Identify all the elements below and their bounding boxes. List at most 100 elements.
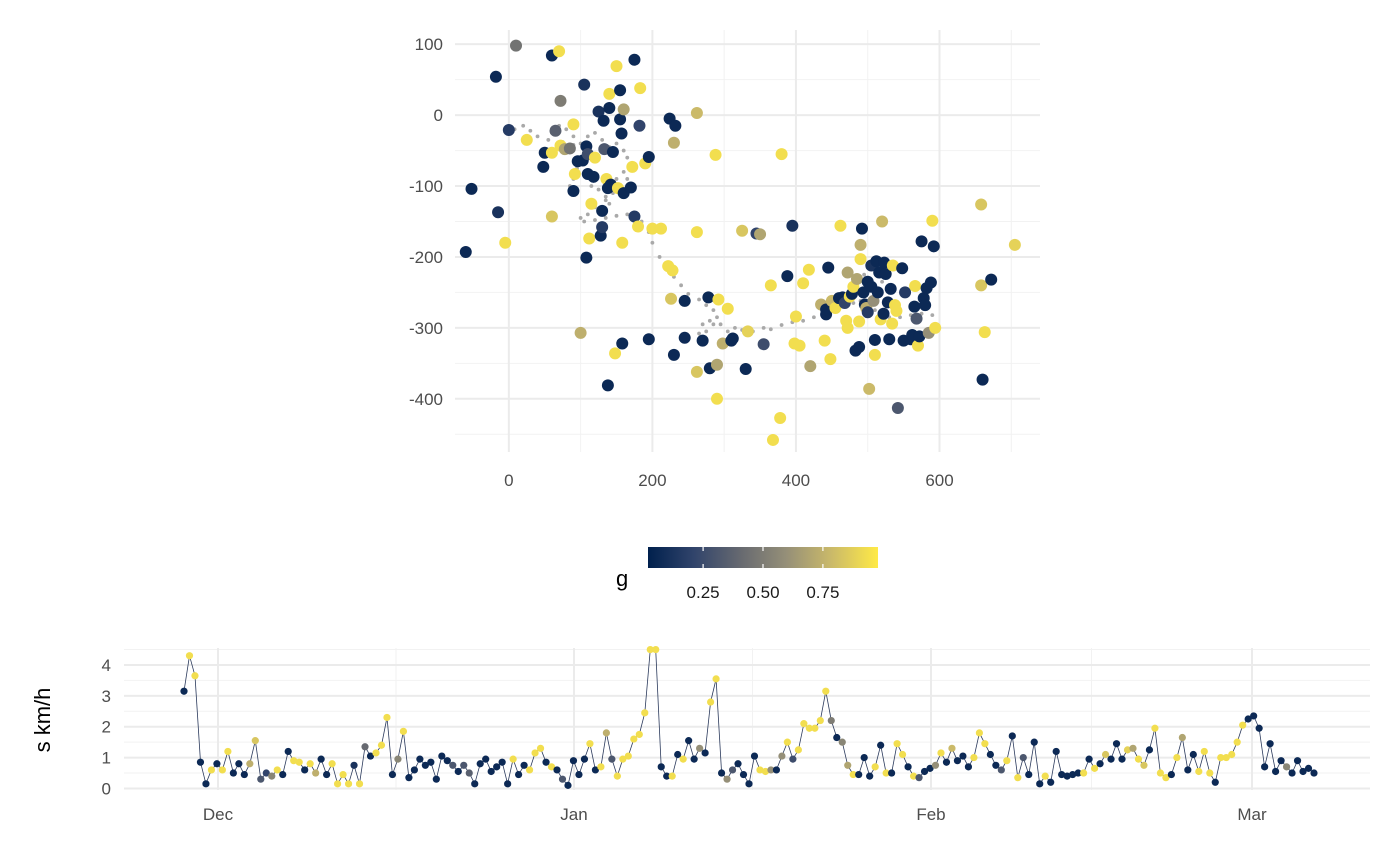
line-point <box>405 774 413 782</box>
scatter-point <box>886 317 899 330</box>
track-point <box>851 301 856 305</box>
line-point <box>1112 740 1121 748</box>
line-point <box>811 724 819 732</box>
scatter-x-tick-label: 600 <box>925 471 953 490</box>
track-point <box>578 216 583 220</box>
line-point <box>833 733 841 742</box>
scatter-point <box>854 238 867 251</box>
scatter-point <box>583 232 596 245</box>
line-point <box>674 750 682 759</box>
scatter-point <box>510 39 523 52</box>
scatter-point <box>696 334 709 347</box>
scatter-point <box>855 222 868 235</box>
line-point <box>739 770 748 779</box>
scatter-point <box>927 240 940 253</box>
line-point <box>1255 724 1263 732</box>
scatter-point <box>775 148 788 161</box>
line-point <box>1074 769 1082 777</box>
scatter-point <box>642 333 655 346</box>
scatter-point <box>911 339 924 352</box>
track-point <box>582 219 587 224</box>
scatter-point <box>646 222 659 235</box>
scatter-point <box>628 210 641 223</box>
scatter-point <box>926 214 939 227</box>
line-point <box>1304 764 1313 772</box>
line-point <box>723 775 731 783</box>
line-point <box>893 740 901 748</box>
scatter-point <box>709 148 722 161</box>
line-point <box>1140 761 1148 769</box>
scatter-point <box>690 106 703 119</box>
line-point <box>1261 763 1269 771</box>
scatter-point <box>879 267 892 280</box>
track-point <box>593 218 597 222</box>
line-point <box>608 755 616 763</box>
line-point <box>1052 747 1060 756</box>
line-point <box>1085 755 1093 763</box>
line-point <box>213 760 221 768</box>
line-point <box>1030 738 1038 746</box>
line-x-tick-label: Dec <box>203 805 234 824</box>
track-point <box>603 216 608 220</box>
track-point <box>585 134 590 139</box>
scatter-point <box>841 266 854 279</box>
scatter-point <box>678 331 691 344</box>
line-point <box>838 738 846 746</box>
line-point <box>344 780 353 788</box>
line-point <box>756 766 764 774</box>
line-point <box>931 761 940 769</box>
line-point <box>696 744 704 752</box>
scatter-point <box>890 304 903 317</box>
line-point <box>333 780 342 788</box>
scatter-point <box>567 118 580 131</box>
line-point <box>1134 755 1143 763</box>
scatter-point <box>1008 238 1021 251</box>
line-point <box>761 767 770 776</box>
legend-colorbar <box>648 547 878 568</box>
line-point <box>860 753 868 762</box>
line-point <box>789 755 797 763</box>
scatter-point <box>554 94 567 107</box>
scatter-y-tick-label: -100 <box>409 177 443 196</box>
line-point <box>339 770 347 779</box>
line-point <box>399 727 408 735</box>
line-point <box>509 755 517 763</box>
line-point <box>240 770 248 779</box>
line-point <box>1200 747 1208 756</box>
track-point <box>880 279 884 284</box>
line-point <box>1145 746 1154 754</box>
line-point <box>745 780 753 788</box>
scatter-point <box>492 206 505 219</box>
line-point <box>805 724 813 732</box>
track-point <box>650 240 655 245</box>
line-point <box>229 769 237 777</box>
line-point <box>224 747 232 756</box>
scatter-x-tick-label: 400 <box>782 471 810 490</box>
scatter-point <box>919 299 932 312</box>
scatter-point <box>553 45 566 58</box>
scatter-point <box>978 326 991 339</box>
line-point <box>202 780 210 788</box>
scatter-point <box>609 347 622 360</box>
scatter-point <box>574 326 587 339</box>
line-point <box>591 766 600 774</box>
line-point <box>542 758 550 766</box>
track-point <box>704 303 709 308</box>
line-point <box>800 720 808 728</box>
track-point <box>546 138 551 142</box>
line-point <box>794 746 802 754</box>
scatter-point <box>910 312 923 325</box>
line-point <box>597 763 605 771</box>
scatter-point <box>929 321 942 334</box>
line-point <box>306 760 314 768</box>
line-point <box>1096 760 1104 768</box>
line-y-tick-label: 3 <box>102 687 111 706</box>
line-y-axis-title: s km/h <box>30 688 55 753</box>
line-point <box>218 766 226 774</box>
line-y-tick-label: 2 <box>102 718 111 737</box>
line-point <box>525 766 534 774</box>
scatter-point <box>624 181 637 194</box>
line-point <box>871 763 879 771</box>
line-point <box>909 772 918 780</box>
